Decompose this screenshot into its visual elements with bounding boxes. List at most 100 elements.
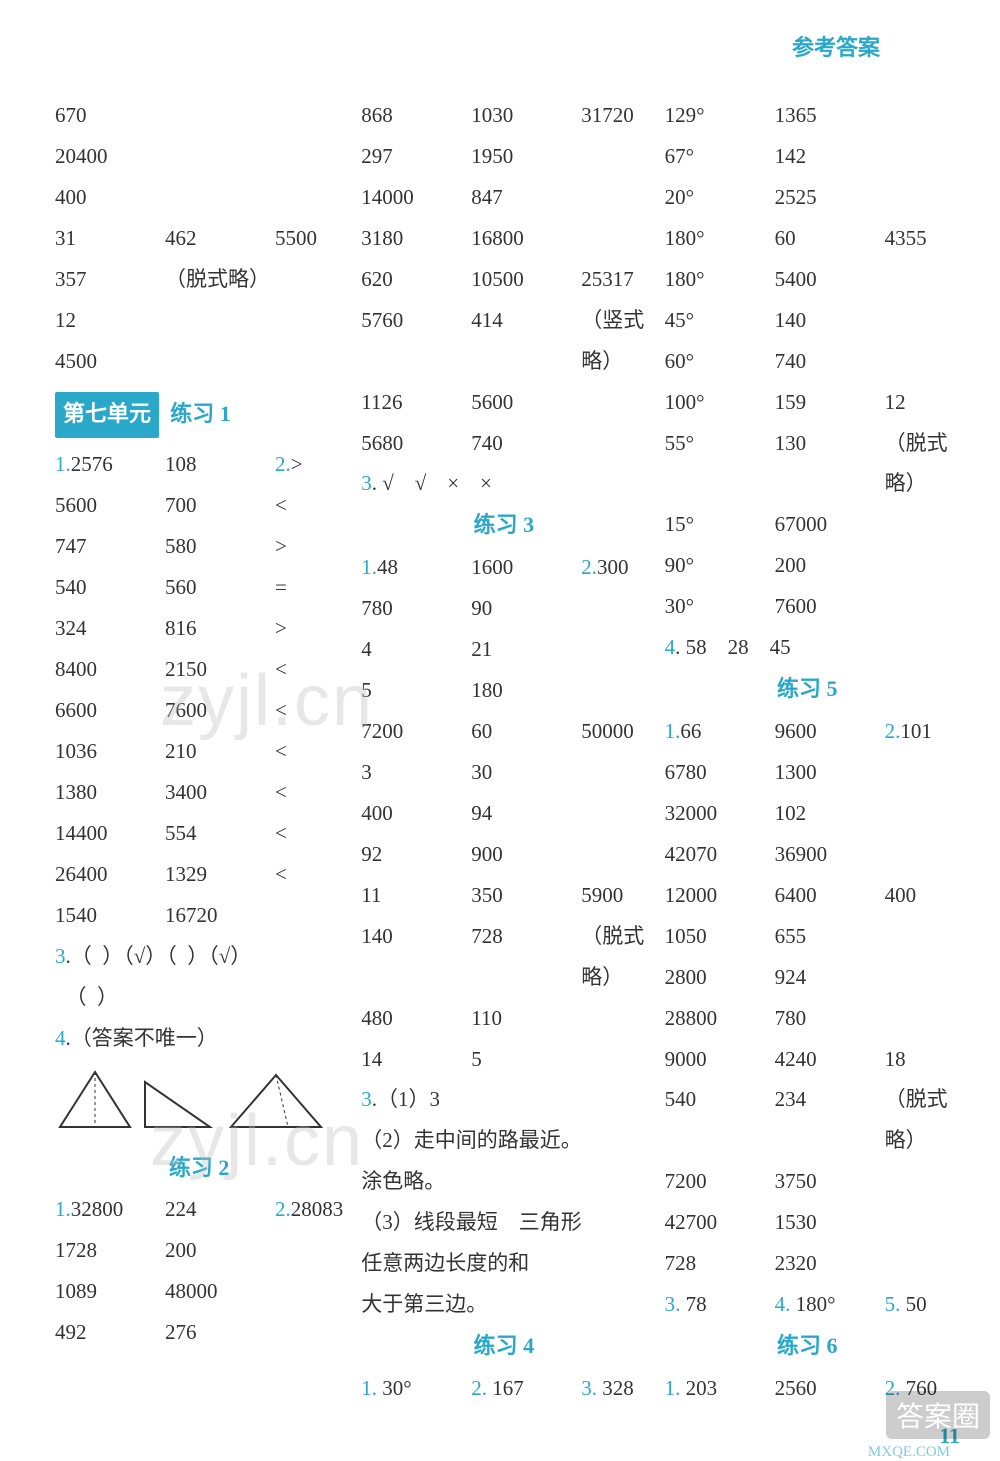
cell [581,793,646,834]
cell [581,588,646,629]
data-row: 15° 67000 [665,504,950,545]
cell: 5500 [275,218,343,259]
cell: 6400 [775,875,885,916]
cell: 462 [165,218,275,259]
cell: 200 [165,1230,275,1271]
cell [581,834,646,875]
cell: （脱式略） [885,1079,950,1161]
cell [165,177,275,218]
data-row: 868 1030 31720 [361,95,646,136]
cell [165,300,275,341]
cell: 1089 [55,1271,165,1312]
cell [885,998,950,1039]
cell: 15° [665,504,775,545]
data-row: 60° 740 [665,341,950,382]
data-row: 747 580 > [55,526,343,567]
data-row: 92 900 [361,834,646,875]
cell: 700 [165,485,275,526]
cell: 200 [775,545,885,586]
cell: 1300 [775,752,885,793]
cell: 5760 [361,300,471,382]
cell [885,259,950,300]
data-row: 9000 4240 18 [665,1039,950,1080]
cell: 5 [361,670,471,711]
cell [885,957,950,998]
data-row: 297 1950 [361,136,646,177]
p4-row: 1. 30° 2. 167 3. 328 [361,1368,646,1409]
practice-5-title: 练习 5 [777,676,838,701]
data-row: 31 462 5500 [55,218,343,259]
cell: 6600 [55,690,165,731]
cell: 210 [165,731,275,772]
cell: 110 [471,998,581,1039]
cell: 5900 [581,875,646,916]
cell [885,586,950,627]
cell: 3750 [775,1161,885,1202]
data-row: 670 [55,95,343,136]
cell: 3400 [165,772,275,813]
cell: 1.48 [361,547,471,588]
data-row: 3 30 [361,752,646,793]
cell: 7200 [361,711,471,752]
cell: 4355 [885,218,950,259]
cell: 620 [361,259,471,300]
data-row: 8400 2150 < [55,649,343,690]
data-row: 11 350 5900 [361,875,646,916]
cell: 21 [471,629,581,670]
cell: 14 [361,1039,471,1080]
data-row: 5600 700 < [55,485,343,526]
cell [885,793,950,834]
data-row: 12000 6400 400 [665,875,950,916]
data-row: 1.32800 224 2.28083 [55,1189,343,1230]
cell: 580 [165,526,275,567]
cell: 12 [55,300,165,341]
data-row: 90° 200 [665,545,950,586]
cell [581,423,646,464]
cell: 102 [775,793,885,834]
cell: 142 [775,136,885,177]
cell [581,629,646,670]
cell: 4500 [55,341,165,382]
cell [581,177,646,218]
data-row: 324 816 > [55,608,343,649]
data-row: 45° 140 [665,300,950,341]
cell: < [275,772,343,813]
answer-page: 参考答案 zyjl.cn zyjl.cn 670 20400 400 31 46… [0,0,1000,1459]
cell [275,259,343,300]
cell: 140 [775,300,885,341]
cell [581,218,646,259]
data-row: 129° 1365 [665,95,950,136]
cell: 60 [471,711,581,752]
cell [885,504,950,545]
cell: 31720 [581,95,646,136]
cell: 924 [775,957,885,998]
cell: 20° [665,177,775,218]
cell [275,136,343,177]
cell: = [275,567,343,608]
cell: 60 [775,218,885,259]
data-row: 6780 1300 [665,752,950,793]
data-row: 32000 102 [665,793,950,834]
cell: 414 [471,300,581,382]
cell: 480 [361,998,471,1039]
cell [885,916,950,957]
cell: （脱式略） [581,916,646,998]
cell: 26400 [55,854,165,895]
cell: 90 [471,588,581,629]
data-row: 1.48 1600 2.300 [361,547,646,588]
triangle-icon [140,1067,220,1132]
data-row: 1540 16720 [55,895,343,936]
cell: 30 [471,752,581,793]
cell: 1.66 [665,711,775,752]
cell: 1126 [361,382,471,423]
cell: 180 [471,670,581,711]
practice-6-title: 练习 6 [777,1333,838,1358]
data-row: 180° 60 4355 [665,218,950,259]
data-row: 7200 3750 [665,1161,950,1202]
cell: 1728 [55,1230,165,1271]
triangle-icon [55,1067,135,1132]
cell: （脱式略） [165,259,275,300]
data-row: 540 560 = [55,567,343,608]
cell: 5680 [361,423,471,464]
cell [581,382,646,423]
